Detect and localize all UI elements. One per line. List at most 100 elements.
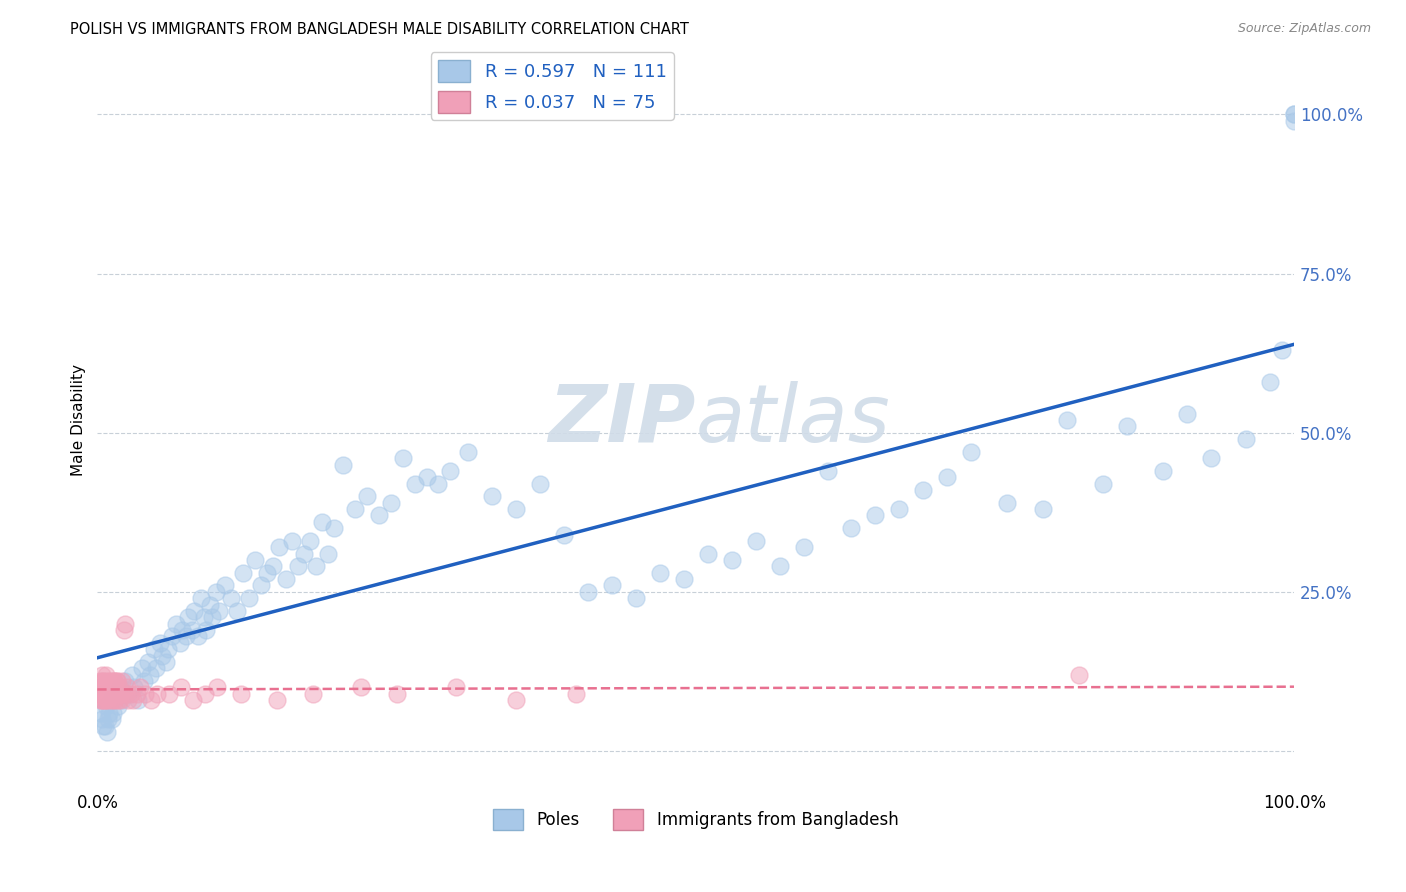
Point [104, 687, 127, 701]
Point [100, 673, 122, 688]
Point [91, 712, 114, 726]
Point [117, 693, 139, 707]
Point [245, 553, 267, 567]
Point [90, 693, 112, 707]
Point [136, 655, 159, 669]
Point [181, 693, 204, 707]
Point [1271, 343, 1294, 357]
Point [262, 559, 284, 574]
Point [121, 667, 143, 681]
Point [256, 566, 278, 580]
Point [1284, 107, 1306, 121]
Point [90, 706, 112, 720]
Point [1175, 407, 1198, 421]
Point [817, 464, 839, 478]
Point [103, 687, 125, 701]
Point [266, 693, 288, 707]
Point [350, 681, 373, 695]
Point [165, 616, 187, 631]
Point [427, 476, 450, 491]
Point [160, 629, 183, 643]
Point [97, 681, 120, 695]
Point [96, 687, 118, 701]
Point [1260, 375, 1282, 389]
Point [276, 572, 298, 586]
Point [100, 687, 122, 701]
Point [294, 547, 316, 561]
Point [101, 681, 124, 695]
Point [96, 673, 118, 688]
Y-axis label: Male Disability: Male Disability [72, 364, 86, 476]
Point [205, 681, 228, 695]
Point [311, 515, 333, 529]
Point [172, 623, 194, 637]
Point [120, 687, 142, 701]
Point [155, 655, 177, 669]
Point [505, 693, 527, 707]
Point [89, 681, 111, 695]
Point [94, 699, 117, 714]
Point [100, 681, 122, 695]
Point [332, 458, 354, 472]
Point [187, 629, 209, 643]
Point [232, 566, 254, 580]
Point [129, 681, 152, 695]
Text: atlas: atlas [696, 381, 890, 459]
Point [98, 687, 121, 701]
Point [100, 693, 122, 707]
Point [94, 681, 117, 695]
Point [391, 451, 413, 466]
Point [122, 693, 145, 707]
Point [91, 693, 114, 707]
Point [96, 725, 118, 739]
Point [744, 533, 766, 548]
Point [98, 687, 121, 701]
Point [446, 681, 468, 695]
Point [91, 673, 114, 688]
Point [101, 693, 124, 707]
Point [98, 706, 121, 720]
Point [117, 687, 139, 701]
Point [97, 712, 120, 726]
Point [107, 693, 129, 707]
Point [367, 508, 389, 523]
Point [190, 591, 212, 606]
Point [177, 610, 200, 624]
Point [193, 610, 215, 624]
Point [576, 585, 599, 599]
Point [115, 687, 138, 701]
Point [1091, 476, 1114, 491]
Point [1152, 464, 1174, 478]
Point [149, 636, 172, 650]
Point [415, 470, 437, 484]
Point [169, 636, 191, 650]
Point [141, 693, 163, 707]
Point [127, 693, 149, 707]
Point [238, 591, 260, 606]
Point [960, 444, 983, 458]
Point [97, 693, 120, 707]
Point [672, 572, 695, 586]
Point [91, 718, 114, 732]
Point [995, 496, 1018, 510]
Point [90, 681, 112, 695]
Point [107, 687, 129, 701]
Point [91, 667, 114, 681]
Point [457, 444, 479, 458]
Point [124, 681, 146, 695]
Point [439, 464, 461, 478]
Point [93, 718, 115, 732]
Point [100, 693, 122, 707]
Point [98, 673, 121, 688]
Point [107, 699, 129, 714]
Point [1056, 413, 1078, 427]
Point [139, 667, 162, 681]
Point [936, 470, 959, 484]
Point [87, 687, 110, 701]
Point [96, 687, 118, 701]
Point [281, 533, 304, 548]
Point [565, 687, 588, 701]
Point [91, 673, 114, 688]
Point [198, 598, 221, 612]
Point [287, 559, 309, 574]
